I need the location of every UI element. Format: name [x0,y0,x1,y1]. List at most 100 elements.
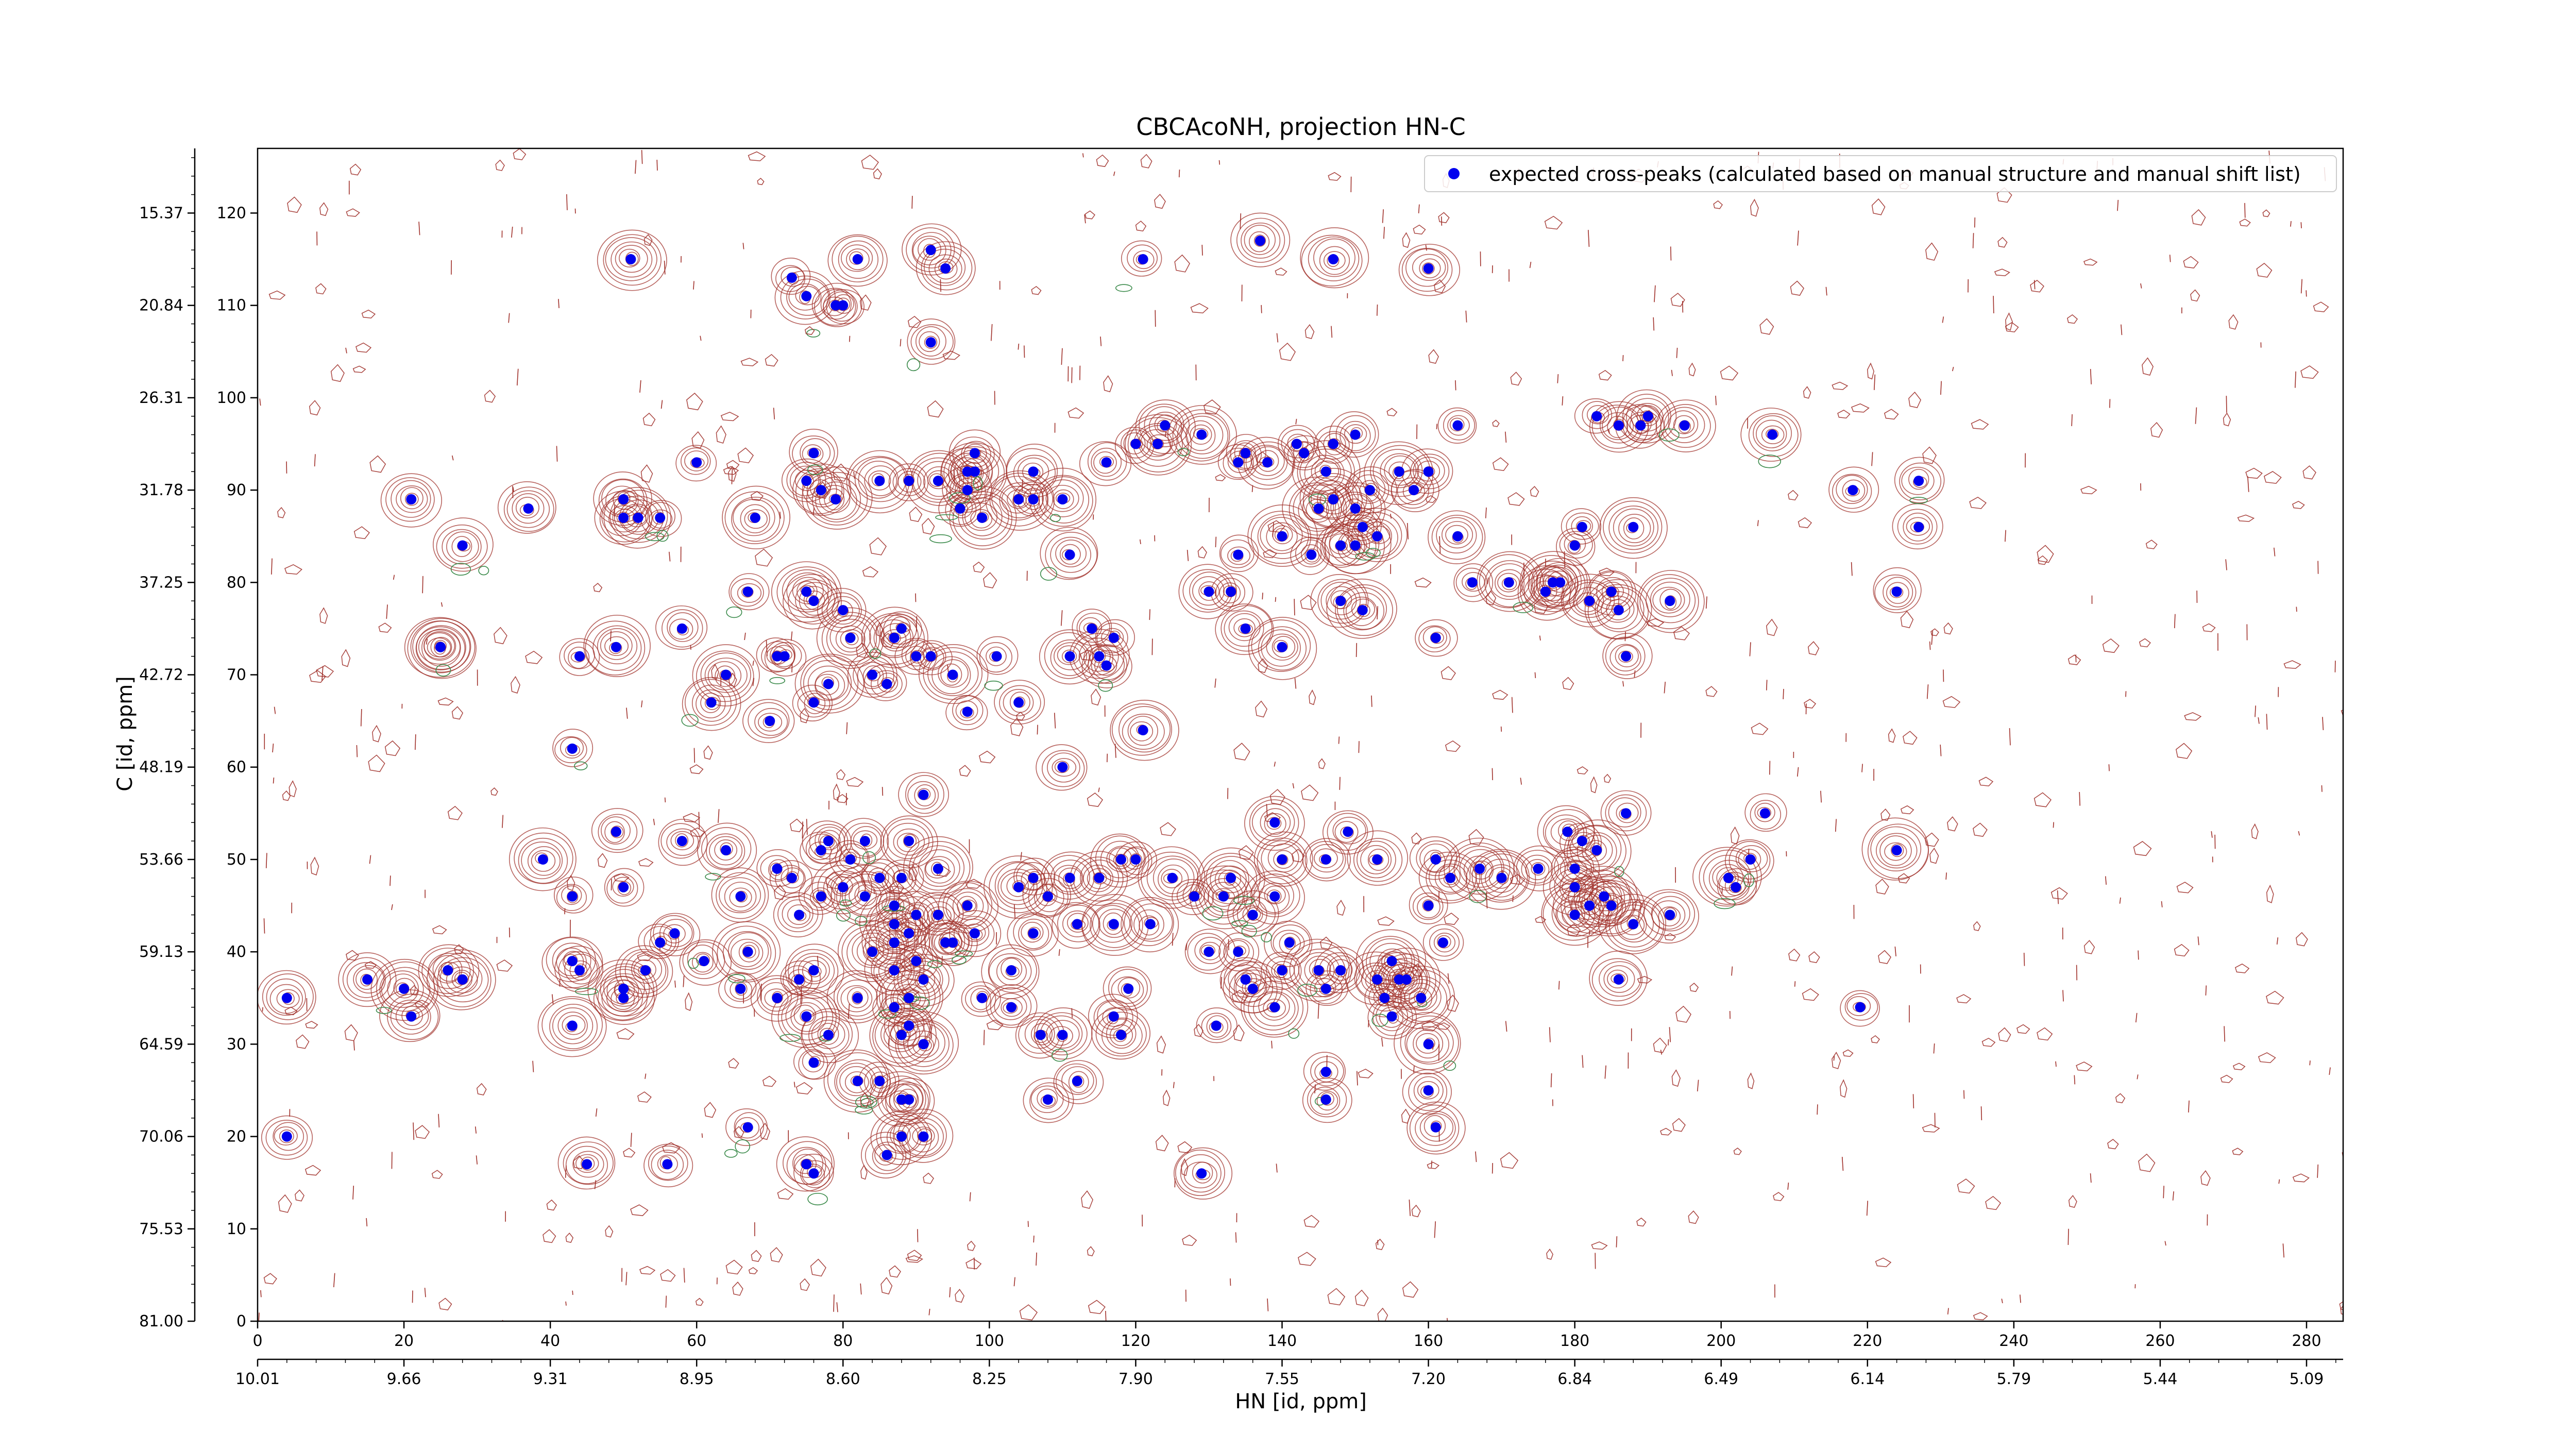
contour-ring [1377,948,1408,976]
contour-ring [679,939,732,986]
noise-contour [623,1148,636,1158]
noise-contour [296,1034,310,1049]
contour-ring [1127,716,1158,746]
noise-contour [880,1277,893,1295]
contour-ring [1316,524,1365,568]
noise-contour [1875,1257,1892,1268]
cross-peak [676,836,687,847]
contour-ring [826,615,877,663]
noise-tick [1557,374,1559,383]
contour-ring [273,1122,304,1151]
noise-tick [1292,783,1295,789]
contour-ring [838,240,879,279]
contour-ring [815,670,845,700]
contour-ring [803,591,825,611]
noise-contour [268,290,286,300]
x-ppm-ticks: 10.01 9.66 9.31 8.95 8.60 8.25 7.90 7.55 7.20 6.8… [235,1359,2336,1388]
contour-ring [769,642,802,669]
contour-ring [1266,633,1298,661]
cross-peak [655,512,666,523]
cross-peak [1277,854,1287,865]
noise-contour [1510,372,1522,386]
contour-ring [651,1150,684,1180]
cross-peak [1123,983,1134,994]
contour-ring [942,882,993,929]
contour-ring [1038,476,1090,524]
contour-ring [1049,1026,1073,1046]
contour-ring [556,884,587,911]
contour-ring [706,833,745,869]
noise-contour [1263,549,1277,559]
contour-ring [1314,460,1340,482]
contour-ring [885,1077,935,1124]
noise-contour [1664,933,1676,941]
noise-contour [1888,728,1896,743]
contour-ring [662,609,703,648]
y-tick-label: 40 [227,943,246,961]
contour-ring [893,1084,923,1114]
contour-ring [1037,1088,1058,1109]
y-ppm-tick-label: 48.19 [139,759,183,777]
contour-ring [835,843,869,874]
noise-tick [1185,943,1188,951]
contour-ring [266,978,306,1016]
contour-ring [1639,410,1654,424]
y-ppm-tick-label: 64.59 [139,1035,183,1053]
noise-contour [287,196,302,213]
cross-peak [1028,466,1039,477]
cross-peak [896,623,907,634]
noise-contour [1808,951,1820,963]
x-ppm-tick-label: 5.79 [1996,1370,2031,1388]
noise-contour [2005,322,2019,332]
contour-ring [1413,1029,1444,1059]
contour-ring [1102,1007,1127,1027]
contour-ring [1603,965,1635,993]
contour-ring [1373,988,1397,1007]
contour-ring [581,1156,595,1171]
contour-ring [1092,905,1133,943]
contour-ring [1870,826,1922,872]
noise-tick [1993,296,1994,313]
cross-peak [1569,882,1580,892]
contour-ring [893,828,925,856]
noise-tick [2067,1228,2069,1245]
noise-tick [2300,279,2302,294]
contour-ring [436,524,488,569]
noise-contour [1903,731,1918,745]
noise-contour [490,787,498,796]
noise-tick [274,706,276,714]
noise-contour [1354,1289,1369,1307]
contour-ring [1206,1015,1228,1038]
contour-ring [1076,613,1110,643]
noise-contour [1088,1300,1106,1315]
contour-ring [1410,453,1450,490]
contour-ring [795,285,820,306]
contour-ring [1449,417,1465,432]
contour-ring [719,877,761,914]
contour-ring [932,928,962,955]
contour-ring [407,618,477,679]
cross-peak [882,679,892,689]
contour-ring [1584,579,1652,640]
contour-ring [731,497,781,542]
contour-ring [1146,434,1172,456]
noise-contour [959,765,971,777]
noise-tick [701,1133,703,1138]
noise-tick [393,575,395,580]
contour-ring [1366,526,1391,544]
contour-ring [785,943,844,999]
cross-peak [1116,1030,1127,1040]
cross-peak [1416,992,1427,1003]
contour-ring [1599,961,1641,997]
noise-tick [1505,431,1507,443]
contour-ring [775,865,806,894]
contour-ring [649,932,672,954]
noise-contour [748,1267,758,1274]
contour-ring [1566,512,1599,540]
cross-peak [1145,919,1156,930]
contour-ring [1897,509,1938,545]
contour-ring [659,919,693,948]
noise-tick [2197,936,2199,946]
chart-title: CBCAcoNH, projection HN-C [1136,113,1465,141]
contour-ring [897,471,922,493]
